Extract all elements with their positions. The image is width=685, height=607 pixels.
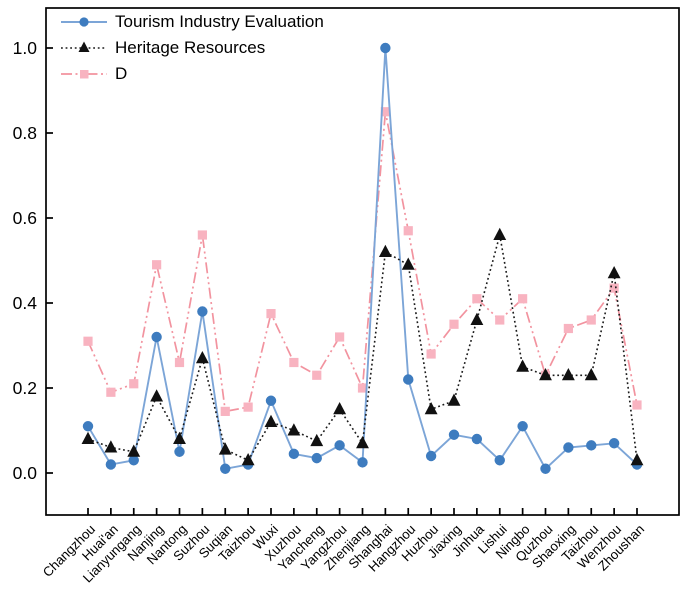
data-point-marker bbox=[378, 244, 392, 258]
data-point-marker bbox=[220, 463, 231, 474]
data-point-marker bbox=[129, 379, 139, 389]
data-point-marker bbox=[607, 265, 621, 279]
data-point-marker bbox=[151, 331, 162, 343]
legend-label: Tourism Industry Evaluation bbox=[115, 12, 324, 31]
series-line-tourism-industry-evaluation bbox=[87, 47, 638, 471]
legend-item-heritage-resources: Heritage Resources bbox=[60, 35, 324, 60]
data-point-marker bbox=[494, 455, 505, 466]
data-point-marker bbox=[312, 370, 322, 380]
data-point-marker bbox=[586, 315, 596, 325]
data-point-marker bbox=[288, 448, 300, 460]
data-point-marker bbox=[335, 332, 345, 342]
legend-line-sample-icon bbox=[61, 41, 107, 52]
data-point-marker bbox=[127, 444, 141, 457]
data-point-marker bbox=[105, 459, 117, 470]
legend-line-sample-icon bbox=[61, 69, 107, 78]
data-point-marker bbox=[287, 423, 301, 436]
data-point-marker bbox=[104, 440, 118, 453]
data-point-marker bbox=[403, 226, 413, 236]
data-point-marker bbox=[447, 393, 461, 406]
data-point-marker bbox=[174, 446, 185, 457]
circle-marker-icon bbox=[79, 16, 89, 27]
series-line-heritage-resources bbox=[87, 234, 638, 462]
data-point-marker bbox=[539, 367, 552, 381]
data-point-marker bbox=[632, 400, 642, 410]
y-axis-tick-label: 0.4 bbox=[13, 293, 38, 313]
data-point-marker bbox=[357, 383, 368, 393]
data-point-marker bbox=[106, 387, 116, 397]
data-point-marker bbox=[449, 319, 459, 329]
data-point-marker bbox=[517, 421, 528, 432]
triangle-marker-icon bbox=[78, 41, 90, 52]
y-axis-tick-label: 0.6 bbox=[13, 208, 37, 228]
data-point-marker bbox=[563, 442, 574, 453]
data-point-marker bbox=[83, 336, 93, 346]
legend-line-sample-icon bbox=[61, 16, 107, 27]
series-tourism-industry-evaluation bbox=[82, 42, 643, 474]
data-point-marker bbox=[81, 431, 95, 445]
data-point-marker bbox=[426, 349, 436, 359]
data-point-marker bbox=[218, 442, 232, 455]
legend-label: D bbox=[115, 64, 128, 83]
chart-legend: Tourism Industry Evaluation Heritage Res… bbox=[60, 9, 324, 86]
data-point-marker bbox=[448, 429, 460, 440]
data-point-marker bbox=[380, 42, 391, 54]
data-point-marker bbox=[470, 312, 484, 326]
data-point-marker bbox=[584, 367, 598, 381]
data-point-marker bbox=[357, 457, 368, 468]
data-point-marker bbox=[608, 438, 620, 449]
data-point-marker bbox=[266, 309, 276, 319]
data-point-marker bbox=[174, 357, 185, 368]
data-point-marker bbox=[173, 431, 186, 445]
y-axis-tick-label: 0.8 bbox=[13, 123, 37, 143]
data-point-marker bbox=[220, 406, 230, 416]
data-point-marker bbox=[264, 414, 278, 428]
data-point-marker bbox=[561, 367, 575, 381]
data-point-marker bbox=[195, 350, 209, 364]
data-point-marker bbox=[82, 421, 94, 432]
data-point-marker bbox=[380, 107, 390, 117]
data-point-marker bbox=[471, 433, 483, 445]
series-line-d bbox=[87, 111, 638, 413]
data-point-marker bbox=[310, 433, 324, 447]
data-point-marker bbox=[333, 401, 347, 415]
data-point-marker bbox=[289, 357, 299, 368]
square-marker-icon bbox=[80, 69, 89, 78]
data-point-marker bbox=[495, 315, 505, 325]
data-point-marker bbox=[586, 440, 597, 451]
y-axis-tick-label: 0.2 bbox=[13, 378, 37, 398]
data-point-marker bbox=[311, 452, 322, 464]
data-point-marker bbox=[609, 283, 619, 293]
data-point-marker bbox=[540, 463, 551, 474]
data-point-marker bbox=[403, 374, 414, 385]
data-point-marker bbox=[516, 359, 530, 372]
data-point-marker bbox=[630, 452, 644, 466]
data-point-marker bbox=[197, 306, 208, 317]
data-point-marker bbox=[493, 227, 507, 241]
series-heritage-resources bbox=[81, 227, 644, 466]
data-point-marker bbox=[241, 452, 255, 466]
data-point-marker bbox=[401, 257, 415, 270]
data-point-marker bbox=[128, 455, 139, 466]
data-point-marker bbox=[150, 389, 164, 402]
data-point-marker bbox=[243, 402, 253, 412]
data-point-marker bbox=[563, 323, 573, 334]
series-d bbox=[83, 107, 642, 416]
data-point-marker bbox=[424, 401, 438, 415]
legend-label: Heritage Resources bbox=[115, 38, 266, 57]
data-point-marker bbox=[152, 260, 162, 270]
data-point-marker bbox=[518, 294, 528, 304]
legend-item-tourism-industry-evaluation: Tourism Industry Evaluation bbox=[60, 9, 324, 34]
y-axis-tick-label: 1.0 bbox=[13, 38, 38, 58]
data-point-marker bbox=[472, 294, 482, 304]
y-axis-tick-label: 0.0 bbox=[13, 463, 38, 483]
data-point-marker bbox=[334, 440, 345, 451]
data-point-marker bbox=[356, 435, 369, 449]
data-point-marker bbox=[197, 230, 207, 240]
legend-item-d: D bbox=[60, 61, 324, 86]
data-point-marker bbox=[425, 450, 437, 462]
data-point-marker bbox=[265, 395, 277, 406]
